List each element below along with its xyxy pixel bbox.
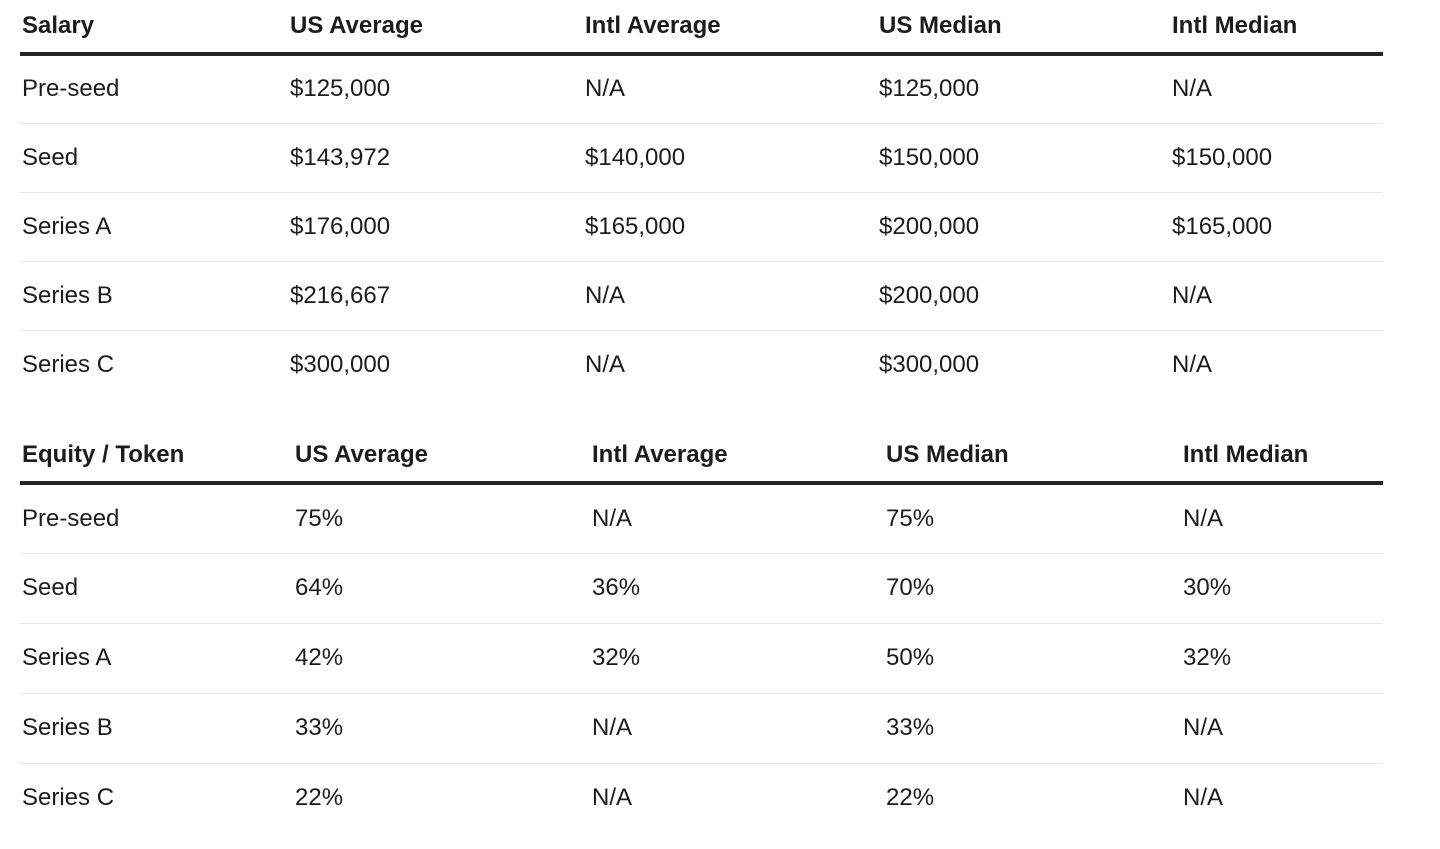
row-label: Series C — [22, 784, 115, 812]
cell-us-average: 22% — [295, 784, 344, 812]
table-row-seed: Seed 64% 36% 70% 30% — [20, 553, 1383, 624]
header-row: Salary US Average Intl Average US Median… — [20, 0, 1383, 56]
salary-table: Salary US Average Intl Average US Median… — [20, 0, 1383, 399]
cell-intl-median: N/A — [1183, 784, 1224, 812]
row-label: Pre-seed — [20, 483, 293, 554]
cell-intl-median: $150,000 — [1170, 123, 1383, 193]
cell-intl-median: N/A — [1181, 483, 1383, 554]
cell-intl-average: $140,000 — [583, 123, 877, 193]
row-label: Seed — [20, 123, 288, 193]
table-row-series-c: Series C $300,000 N/A $300,000 N/A — [20, 330, 1383, 399]
equity-token-table: Equity / Token US Average Intl Average U… — [20, 429, 1383, 833]
cell-intl-median: N/A — [1181, 693, 1383, 764]
cell-intl-median: 32% — [1181, 623, 1383, 694]
cell-us-median: $300,000 — [879, 350, 980, 378]
cell-us-average: 64% — [293, 553, 590, 624]
row-label: Series B — [20, 261, 288, 331]
header-row: Equity / Token US Average Intl Average U… — [20, 429, 1383, 485]
cell-us-median: $200,000 — [877, 261, 1170, 331]
cell-intl-average: N/A — [583, 261, 877, 331]
cell-intl-average: N/A — [590, 483, 884, 554]
table-row-series-a: Series A 42% 32% 50% 32% — [20, 623, 1383, 694]
table-row-seed: Seed $143,972 $140,000 $150,000 $150,000 — [20, 123, 1383, 193]
cell-us-average: $300,000 — [290, 350, 391, 378]
cell-intl-median: N/A — [1172, 350, 1213, 378]
column-header-equity-token: Equity / Token — [20, 429, 293, 485]
cell-us-average: $216,667 — [288, 261, 583, 331]
cell-intl-median: $165,000 — [1170, 192, 1383, 262]
column-header-intl-median: Intl Median — [1181, 429, 1383, 485]
row-label: Series C — [22, 350, 115, 378]
cell-intl-average: 36% — [590, 553, 884, 624]
salary-table-header: Salary US Average Intl Average US Median… — [20, 0, 1383, 56]
cell-us-average: 42% — [293, 623, 590, 694]
column-header-intl-average: Intl Average — [590, 429, 884, 485]
cell-intl-average: N/A — [583, 54, 877, 124]
column-header-us-median: US Median — [877, 0, 1170, 56]
cell-intl-median: 30% — [1181, 553, 1383, 624]
column-header-us-average: US Average — [293, 429, 590, 485]
cell-us-median: $150,000 — [877, 123, 1170, 193]
row-label: Series A — [20, 192, 288, 262]
table-row-pre-seed: Pre-seed 75% N/A 75% N/A — [20, 483, 1383, 554]
cell-us-median: 70% — [884, 553, 1181, 624]
cell-intl-median: N/A — [1170, 54, 1383, 124]
cell-intl-average: 32% — [590, 623, 884, 694]
table-row-series-a: Series A $176,000 $165,000 $200,000 $165… — [20, 192, 1383, 262]
column-header-us-median: US Median — [884, 429, 1181, 485]
cell-us-average: $176,000 — [288, 192, 583, 262]
row-label: Seed — [20, 553, 293, 624]
equity-token-table-body: Pre-seed 75% N/A 75% N/A Seed 64% 36% 70… — [20, 483, 1383, 833]
table-row-series-c: Series C 22% N/A 22% N/A — [20, 763, 1383, 833]
cell-us-median: 33% — [884, 693, 1181, 764]
cell-intl-median: N/A — [1170, 261, 1383, 331]
column-header-salary: Salary — [20, 0, 288, 56]
cell-us-median: $125,000 — [877, 54, 1170, 124]
table-row-series-b: Series B 33% N/A 33% N/A — [20, 693, 1383, 764]
column-header-intl-median: Intl Median — [1170, 0, 1383, 56]
equity-token-table-header: Equity / Token US Average Intl Average U… — [20, 429, 1383, 485]
cell-us-median: 75% — [884, 483, 1181, 554]
table-row-pre-seed: Pre-seed $125,000 N/A $125,000 N/A — [20, 54, 1383, 124]
row-label: Series B — [20, 693, 293, 764]
row-label: Pre-seed — [20, 54, 288, 124]
salary-table-body: Pre-seed $125,000 N/A $125,000 N/A Seed … — [20, 54, 1383, 399]
table-row-series-b: Series B $216,667 N/A $200,000 N/A — [20, 261, 1383, 331]
cell-us-average: $143,972 — [288, 123, 583, 193]
column-header-us-average: US Average — [288, 0, 583, 56]
cell-us-average: 75% — [293, 483, 590, 554]
cell-intl-average: N/A — [590, 693, 884, 764]
cell-intl-average: $165,000 — [583, 192, 877, 262]
cell-us-median: 50% — [884, 623, 1181, 694]
cell-us-median: $200,000 — [877, 192, 1170, 262]
cell-us-average: $125,000 — [288, 54, 583, 124]
column-header-intl-average: Intl Average — [583, 0, 877, 56]
cell-intl-average: N/A — [592, 784, 633, 812]
cell-us-average: 33% — [293, 693, 590, 764]
cell-intl-average: N/A — [585, 350, 626, 378]
cell-us-median: 22% — [886, 784, 935, 812]
row-label: Series A — [20, 623, 293, 694]
